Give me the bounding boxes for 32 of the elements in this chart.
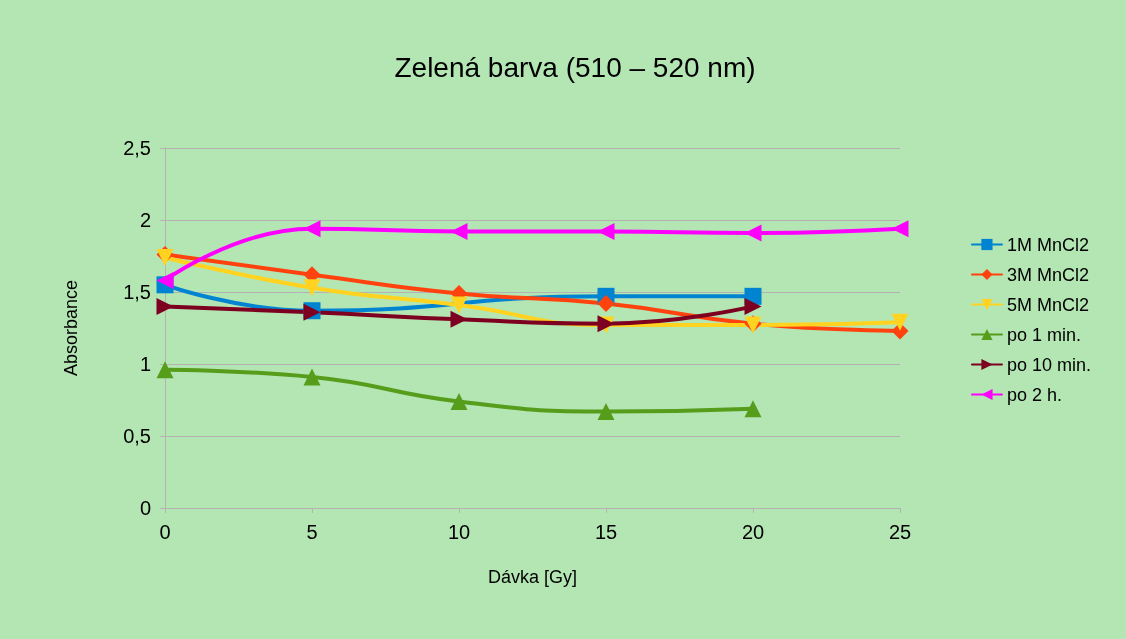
x-tick-label: 15 bbox=[594, 521, 618, 543]
y-tick-label: 2,5 bbox=[123, 137, 151, 159]
y-tick-label: 1,5 bbox=[123, 281, 151, 303]
x-tick-label: 0 bbox=[159, 521, 171, 543]
point bbox=[744, 400, 762, 418]
y-tick-label: 2 bbox=[139, 209, 151, 231]
point bbox=[597, 403, 615, 421]
point bbox=[450, 392, 468, 410]
y-axis-title: Absorbance bbox=[61, 279, 81, 377]
x-axis-title: Dávka [Gy] bbox=[487, 567, 578, 587]
legend-label: 3M MnCl2 bbox=[1006, 264, 1089, 285]
point bbox=[303, 279, 321, 297]
legend-label: 5M MnCl2 bbox=[1006, 294, 1089, 315]
y-tick-label: 0 bbox=[139, 497, 151, 519]
legend-label: po 2 h. bbox=[1006, 384, 1062, 405]
point bbox=[156, 361, 174, 379]
point bbox=[744, 297, 762, 315]
x-tick-label: 5 bbox=[306, 521, 318, 543]
legend-label: po 10 min. bbox=[1006, 354, 1092, 375]
point bbox=[450, 296, 468, 314]
x-tick-label: 10 bbox=[447, 521, 471, 543]
legend-label: po 1 min. bbox=[1006, 324, 1081, 345]
x-tick-label: 20 bbox=[741, 521, 765, 543]
x-tick-label: 25 bbox=[888, 521, 912, 543]
point bbox=[597, 295, 615, 313]
point bbox=[891, 313, 909, 331]
point bbox=[156, 271, 174, 289]
legend-label: 1M MnCl2 bbox=[1006, 234, 1089, 255]
y-tick-label: 0,5 bbox=[123, 425, 151, 447]
point bbox=[303, 368, 321, 386]
chart-title: Zelená barva (510 – 520 nm) bbox=[394, 51, 756, 83]
y-tick-label: 1 bbox=[139, 353, 151, 375]
